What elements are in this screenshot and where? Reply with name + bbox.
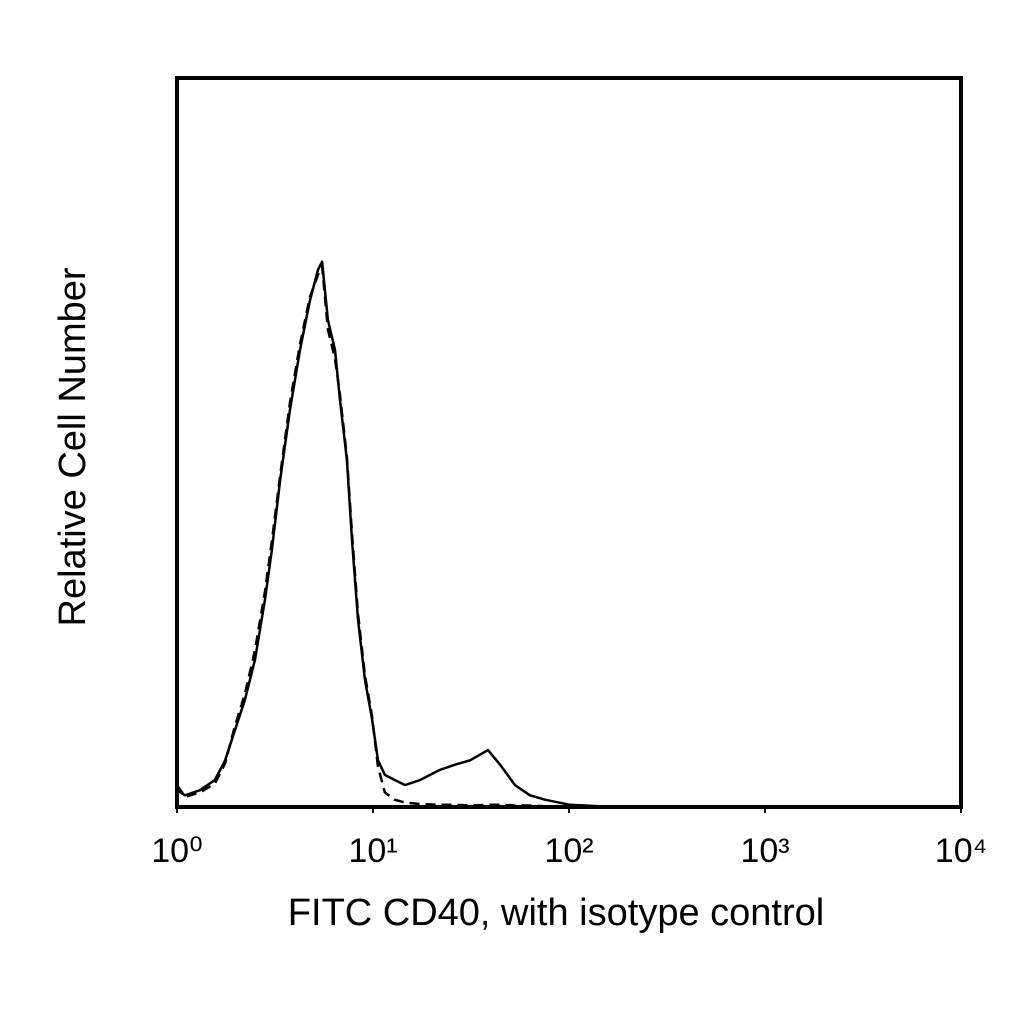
x-tick-label: 10³: [740, 832, 789, 870]
plot-frame: [175, 76, 963, 809]
x-tick-label: 10¹: [348, 832, 397, 870]
solid-line: [176, 260, 635, 808]
y-axis-label: Relative Cell Number: [52, 267, 94, 626]
x-axis-label: FITC CD40, with isotype control: [288, 892, 824, 934]
x-tick-label: 10⁴: [935, 832, 987, 870]
dashed-line: [175, 264, 635, 808]
x-tick-label: 10⁰: [151, 832, 202, 870]
x-tick-label: 10²: [544, 832, 593, 870]
